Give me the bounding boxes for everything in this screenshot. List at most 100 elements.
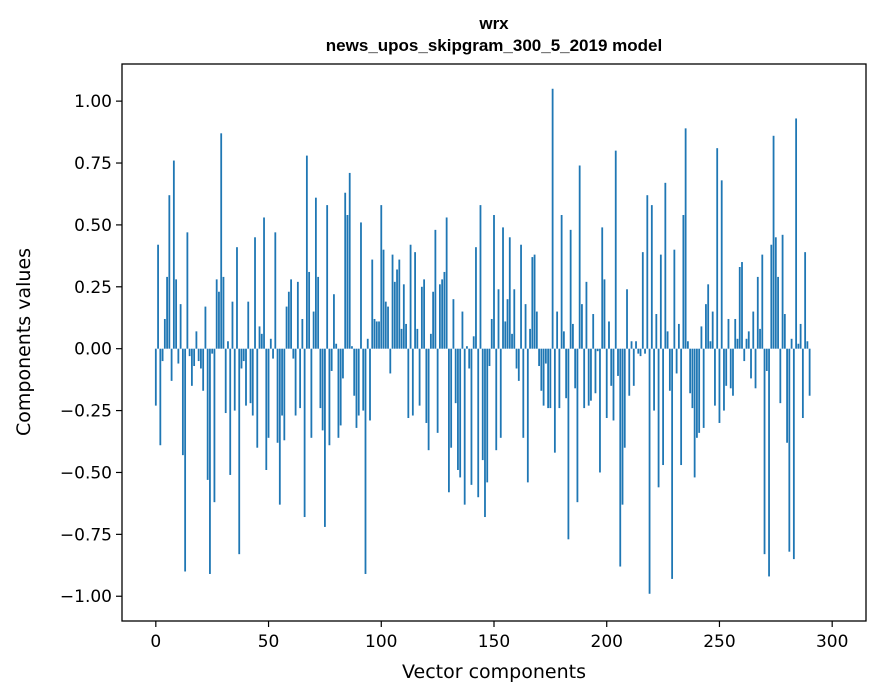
bar-148 [488, 348, 491, 367]
bar-161 [517, 348, 520, 381]
bar-94 [366, 338, 369, 349]
y-tick-label: 1.00 [74, 92, 112, 112]
bar-196 [596, 348, 599, 352]
bar-28 [218, 291, 220, 349]
bar-288 [804, 252, 807, 349]
bar-170 [538, 348, 540, 367]
x-tick-label: 200 [591, 632, 623, 652]
bar-192 [587, 348, 590, 406]
bar-178 [556, 311, 559, 349]
bar-119 [423, 279, 426, 349]
bar-3 [161, 348, 164, 362]
bars-group [154, 88, 811, 594]
bar-238 [691, 348, 694, 409]
bar-109 [400, 328, 403, 349]
bar-15 [188, 348, 191, 357]
bar-226 [664, 182, 667, 349]
bar-144 [479, 205, 482, 349]
bar-59 [287, 291, 290, 349]
bar-210 [628, 348, 631, 396]
bar-126 [438, 284, 441, 349]
bar-14 [186, 232, 189, 349]
bar-255 [729, 348, 732, 389]
bar-189 [581, 304, 583, 349]
bar-168 [533, 254, 536, 349]
bar-279 [783, 314, 786, 349]
bar-204 [614, 150, 617, 349]
bar-219 [648, 348, 651, 594]
bar-179 [558, 348, 561, 409]
bar-222 [655, 314, 658, 349]
bar-229 [671, 348, 674, 579]
bar-29 [220, 133, 223, 349]
bar-285 [797, 343, 800, 349]
bar-167 [531, 257, 534, 349]
bar-86 [348, 172, 351, 349]
bar-87 [351, 346, 353, 349]
x-axis-label: Vector components [402, 661, 586, 683]
bar-231 [675, 348, 678, 374]
bar-26 [213, 348, 216, 503]
bar-177 [553, 348, 556, 453]
bar-240 [696, 348, 698, 438]
bar-41 [247, 301, 250, 349]
bar-153 [499, 348, 502, 438]
bar-21 [202, 348, 205, 391]
bar-137 [463, 348, 466, 505]
bar-16 [190, 348, 193, 386]
bar-184 [569, 229, 572, 349]
bar-270 [763, 348, 766, 555]
bar-85 [346, 215, 349, 349]
bar-207 [621, 348, 624, 505]
bar-254 [727, 318, 730, 349]
bar-151 [495, 348, 498, 451]
bar-20 [200, 348, 202, 369]
bar-188 [578, 165, 581, 349]
bar-281 [788, 348, 791, 552]
bar-18 [195, 331, 198, 349]
bar-19 [197, 348, 200, 362]
bar-213 [635, 341, 637, 349]
y-tick-label: 0.75 [74, 154, 112, 174]
bar-53 [274, 232, 277, 349]
bar-230 [673, 249, 676, 349]
bar-282 [790, 338, 793, 349]
bar-78 [330, 348, 333, 371]
bar-171 [540, 348, 543, 391]
bar-250 [718, 348, 721, 423]
bar-150 [493, 215, 495, 349]
bar-172 [542, 348, 545, 406]
x-tick-label: 50 [258, 632, 280, 652]
bar-133 [454, 348, 457, 404]
bar-77 [328, 348, 331, 446]
bar-140 [470, 348, 473, 485]
bar-65 [301, 318, 304, 349]
bar-33 [229, 348, 232, 475]
bar-264 [750, 348, 752, 379]
bar-274 [772, 135, 775, 349]
bar-80 [335, 343, 338, 349]
bar-47 [260, 333, 263, 349]
bar-271 [765, 348, 768, 371]
bar-241 [698, 348, 701, 433]
bar-278 [781, 234, 784, 349]
bar-256 [732, 348, 734, 396]
bar-63 [296, 281, 299, 349]
bar-39 [242, 348, 245, 362]
bar-169 [535, 311, 538, 349]
x-tick-label: 150 [478, 632, 510, 652]
bar-131 [450, 348, 453, 448]
bar-141 [472, 336, 475, 349]
bar-40 [245, 348, 247, 406]
x-tick-label: 300 [816, 632, 848, 652]
bar-134 [457, 348, 459, 470]
bar-267 [756, 276, 759, 349]
bar-44 [254, 237, 256, 349]
bar-97 [373, 318, 376, 349]
bar-228 [668, 348, 671, 391]
bar-191 [585, 281, 588, 349]
bar-124 [434, 229, 437, 349]
bar-194 [592, 314, 595, 349]
bar-43 [251, 348, 254, 416]
